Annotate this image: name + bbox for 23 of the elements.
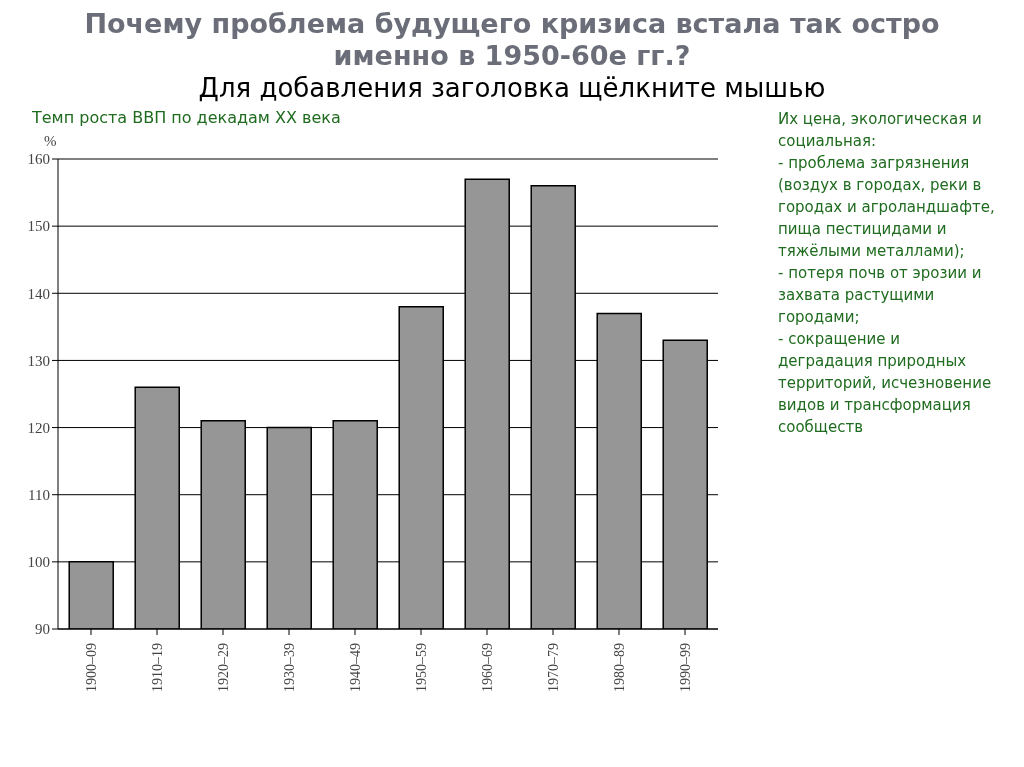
x-tick-label: 1910–19 bbox=[149, 643, 165, 692]
chart-title: Почему проблема будущего кризиса встала так остро именно в 1950-60е гг.? bbox=[83, 8, 941, 72]
y-tick-label: 150 bbox=[27, 218, 50, 235]
y-tick-label: 90 bbox=[35, 621, 50, 638]
x-tick-label: 1960–69 bbox=[479, 643, 495, 692]
y-axis-title: % bbox=[44, 133, 58, 149]
x-tick-label: 1990–99 bbox=[677, 643, 693, 692]
y-tick-label: 130 bbox=[27, 352, 50, 369]
x-tick-label: 1950–59 bbox=[413, 643, 429, 692]
y-tick-label: 120 bbox=[27, 419, 50, 436]
text: Их цена, экологическая и социальная: - проблема загрязнения (воздух в городах, реки в городах и агроландшафте, пища пестицидами и тяжёлыми металлами); - потеря почв от эрозии и захвата растущими городами; - сокращение и деградация природных территорий, исчезновение видов и трансформация сообществ bbox=[778, 110, 995, 436]
chart-subtitle: Темп роста ВВП по декадам XX века bbox=[32, 108, 342, 127]
text: Для добавления заголовка щёлкните мышью bbox=[197, 72, 827, 104]
y-tick-label: 100 bbox=[27, 554, 50, 571]
y-tick-label: 140 bbox=[27, 285, 50, 302]
x-tick-label: 1970–79 bbox=[545, 643, 561, 692]
y-tick-label: 110 bbox=[28, 487, 50, 504]
x-tick-label: 1900–09 bbox=[83, 643, 99, 692]
y-tick-label: 160 bbox=[27, 151, 50, 168]
x-tick-label: 1980–89 bbox=[611, 643, 627, 692]
x-tick-label: 1930–39 bbox=[281, 643, 297, 692]
x-tick-label: 1940–49 bbox=[347, 643, 363, 692]
x-tick-label: 1920–29 bbox=[215, 643, 231, 692]
